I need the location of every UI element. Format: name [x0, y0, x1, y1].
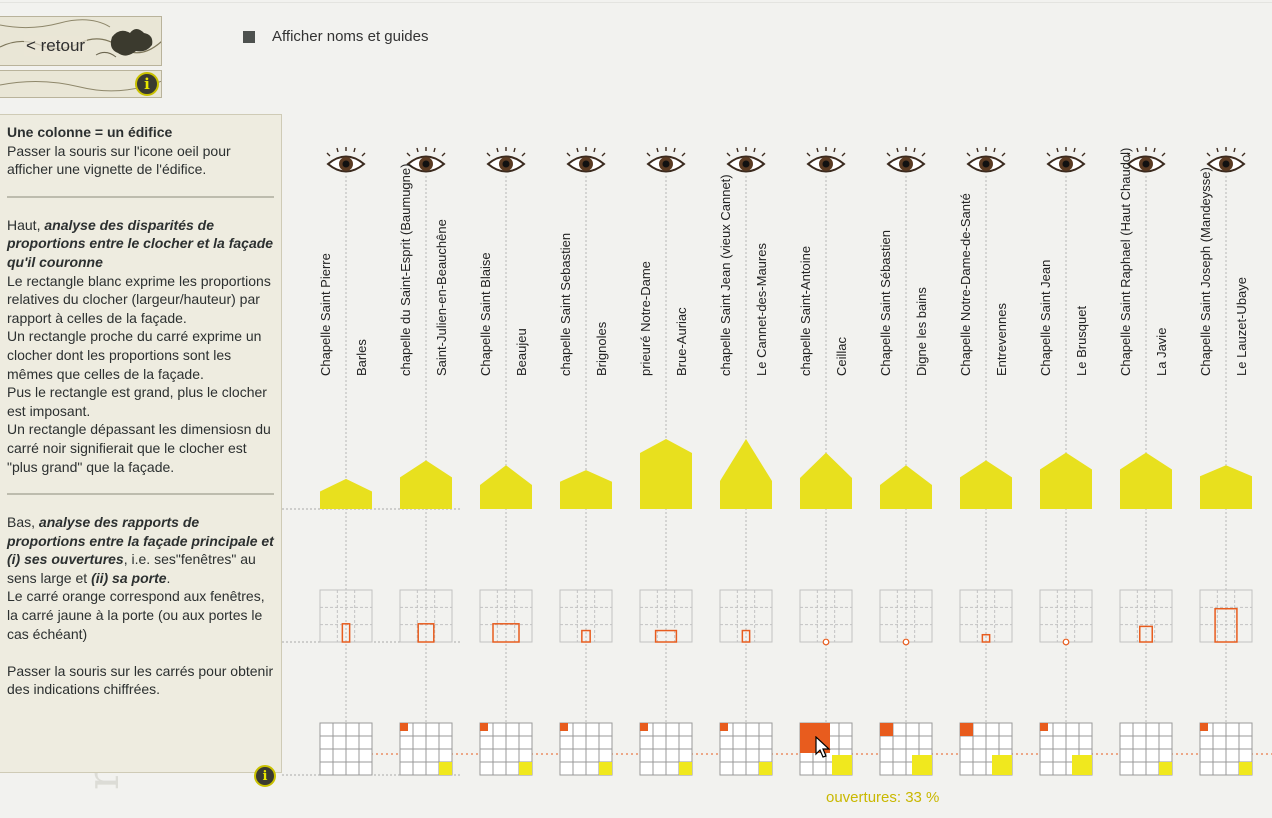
info-section-columns: Une colonne = un édifice Passer la souri…: [7, 124, 231, 178]
window-square: [560, 723, 568, 731]
eye-icon[interactable]: [1046, 147, 1086, 173]
place-name-label: Ceillac: [834, 336, 849, 376]
building-name-label: Chapelle Saint Raphael (Haut Chaudol): [1118, 148, 1133, 376]
tower-shape: [960, 460, 1012, 509]
building-name-label: Chapelle Saint Sébastien: [878, 230, 893, 376]
place-name-label: La Javie: [1154, 328, 1169, 376]
window-marker: [741, 629, 751, 643]
back-label[interactable]: < retour: [24, 36, 88, 56]
door-square: [1159, 762, 1172, 775]
place-name-label: Le Lauzet-Ubaye: [1234, 277, 1249, 376]
tower-shape: [1040, 452, 1092, 509]
eye-icon[interactable]: [1206, 147, 1246, 173]
door-square: [832, 755, 852, 775]
door-square: [439, 762, 452, 775]
window-marker: [492, 623, 520, 643]
window-marker: [417, 623, 435, 643]
window-marker: [581, 629, 591, 643]
building-name-label: chapelle Saint Sebastien: [558, 233, 573, 376]
window-square: [1040, 723, 1048, 731]
window-square: [880, 723, 893, 736]
window-marker: [341, 623, 351, 643]
eye-icon[interactable]: [566, 147, 606, 173]
tower-shape: [320, 478, 372, 509]
place-name-label: Digne les bains: [914, 287, 929, 376]
tower-shape: [560, 470, 612, 509]
mouse-cursor-icon: [815, 736, 831, 758]
building-name-label: chapelle Saint-Antoine: [798, 246, 813, 376]
building-name-label: Chapelle Notre-Dame-de-Santé: [958, 193, 973, 376]
building-name-label: Chapelle Saint Pierre: [318, 253, 333, 376]
divider: [7, 493, 274, 496]
window-square: [960, 723, 973, 736]
info-button[interactable]: i: [0, 70, 162, 98]
window-square: [1200, 723, 1208, 731]
toggle-label[interactable]: Afficher noms et guides: [272, 28, 429, 45]
eye-icon[interactable]: [486, 147, 526, 173]
eye-icon[interactable]: [406, 147, 446, 173]
door-square: [992, 755, 1012, 775]
window-marker: [981, 633, 991, 643]
window-square: [720, 723, 728, 731]
building-name-label: chapelle Saint Jean (vieux Cannet): [718, 174, 733, 376]
window-marker: [654, 629, 678, 643]
tower-shape: [1200, 465, 1252, 509]
tower-shape: [800, 452, 852, 509]
back-button[interactable]: < retour: [0, 16, 162, 66]
building-name-label: Chapelle Saint Jean: [1038, 260, 1053, 376]
door-square: [759, 762, 772, 775]
window-marker: [902, 638, 910, 646]
info-panel: Une colonne = un édifice Passer la souri…: [0, 114, 282, 773]
tower-shape: [480, 465, 532, 509]
eye-icon[interactable]: [966, 147, 1006, 173]
window-marker: [1139, 625, 1153, 643]
eye-icon[interactable]: [886, 147, 926, 173]
door-square: [1072, 755, 1092, 775]
window-square: [640, 723, 648, 731]
building-name-label: prieuré Notre-Dame: [638, 261, 653, 376]
names-guides-toggle[interactable]: Afficher noms et guides: [243, 28, 428, 45]
building-name-label: Chapelle Saint Joseph (Mandeysse): [1198, 167, 1213, 376]
window-marker: [1062, 638, 1070, 646]
tower-shape: [400, 460, 452, 509]
place-name-label: Beaujeu: [514, 328, 529, 376]
door-square: [599, 762, 612, 775]
building-name-label: chapelle du Saint-Esprit (Baumugne): [398, 164, 413, 376]
toggle-checkbox[interactable]: [243, 30, 255, 43]
door-square: [912, 755, 932, 775]
top-border: [0, 2, 1272, 3]
door-square: [1239, 762, 1252, 775]
tower-shape: [640, 439, 692, 509]
info-section-bottom: Bas, analyse des rapports de proportions…: [7, 514, 274, 698]
info-icon-bottom[interactable]: i: [254, 765, 276, 787]
eye-icon[interactable]: [806, 147, 846, 173]
place-name-label: Barles: [354, 339, 369, 376]
tower-shape: [880, 465, 932, 509]
door-square: [679, 762, 692, 775]
place-name-label: Le Brusquet: [1074, 306, 1089, 376]
place-name-label: Le Cannet-des-Maures: [754, 243, 769, 376]
tower-shape: [720, 439, 772, 509]
info-icon[interactable]: i: [135, 72, 159, 96]
tower-shape: [1120, 452, 1172, 509]
window-square: [400, 723, 408, 731]
window-marker: [1214, 607, 1238, 643]
divider: [7, 195, 274, 198]
eye-icon[interactable]: [1126, 147, 1166, 173]
openings-readout: ouvertures: 33 %: [826, 789, 940, 806]
info-section-top: Haut, analyse des disparités de proporti…: [7, 216, 274, 475]
place-name-label: Entrevennes: [994, 303, 1009, 376]
eye-icon[interactable]: [326, 147, 366, 173]
place-name-label: Saint-Julien-en-Beauchêne: [434, 219, 449, 376]
building-name-label: Chapelle Saint Blaise: [478, 252, 493, 376]
door-square: [519, 762, 532, 775]
place-name-label: Brue-Auriac: [674, 307, 689, 376]
eye-icon[interactable]: [646, 147, 686, 173]
window-square: [480, 723, 488, 731]
window-marker: [822, 638, 830, 646]
eye-icon[interactable]: [726, 147, 766, 173]
place-name-label: Brignoles: [594, 321, 609, 376]
